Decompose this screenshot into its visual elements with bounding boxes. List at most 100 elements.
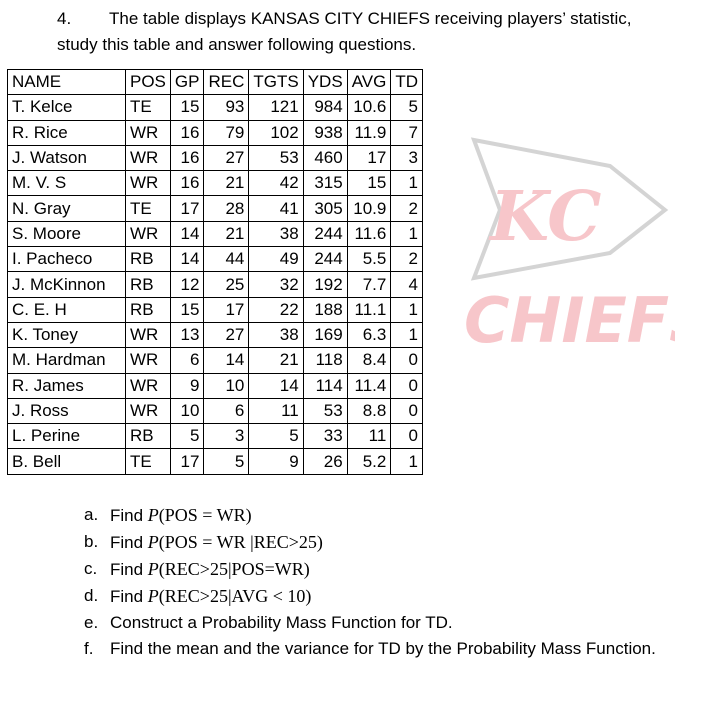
table-row: M. Hardman WR 6 14 21 118 8.4 0: [7, 347, 423, 374]
cell-yds: 938: [302, 119, 348, 146]
chiefs-logo-watermark: KC CHIEFS: [464, 137, 675, 357]
cell-tgts: 11: [248, 397, 304, 425]
cell-yds: 315: [302, 170, 348, 197]
cell-td: 1: [390, 448, 423, 475]
table-row: R. James WR 9 10 14 114 11.4 0: [7, 372, 423, 399]
sub-question-item: b. Find P(POS = WR |REC>25): [84, 529, 684, 556]
sub-question-text: Find the mean and the variance for TD by…: [110, 639, 656, 658]
cell-pos: RB: [125, 296, 171, 323]
table-row: M. V. S WR 16 21 42 315 15 1: [7, 170, 423, 197]
sub-question-text: Find P(POS = WR): [110, 505, 252, 525]
cell-td: 2: [390, 195, 423, 222]
cell-gp: 15: [169, 296, 205, 323]
cell-rec: 21: [203, 170, 250, 197]
sub-question-math: P(POS = WR |REC>25): [147, 532, 323, 552]
cell-rec: 14: [203, 347, 250, 374]
cell-name: L. Perine: [7, 423, 126, 450]
cell-avg: 11.1: [346, 296, 392, 323]
cell-rec: 93: [203, 94, 250, 121]
cell-tgts: 38: [248, 321, 304, 349]
cell-tgts: 14: [248, 372, 304, 399]
cell-name: T. Kelce: [7, 94, 126, 121]
question-number: 4.: [57, 9, 72, 28]
header-cell-yds: YDS: [302, 68, 348, 96]
cell-name: S. Moore: [7, 220, 126, 248]
header-cell-gp: GP: [169, 68, 205, 96]
cell-tgts: 49: [248, 246, 304, 273]
cell-pos: RB: [125, 246, 171, 273]
cell-gp: 17: [169, 448, 205, 475]
sub-question-text: Find P(REC>25|AVG < 10): [110, 586, 312, 606]
cell-pos: TE: [125, 94, 171, 121]
cell-rec: 10: [203, 372, 250, 399]
sub-question-math: P(POS = WR): [147, 505, 252, 525]
cell-gp: 12: [169, 271, 205, 298]
cell-name: K. Toney: [7, 321, 126, 349]
cell-name: M. Hardman: [7, 347, 126, 374]
header-cell-td: TD: [390, 68, 423, 96]
cell-name: I. Pacheco: [7, 246, 126, 273]
cell-pos: WR: [125, 321, 171, 349]
cell-pos: TE: [125, 448, 171, 475]
cell-yds: 53: [302, 397, 348, 425]
cell-yds: 118: [302, 347, 348, 374]
cell-tgts: 53: [248, 144, 304, 172]
cell-gp: 15: [169, 94, 205, 121]
cell-avg: 5.5: [346, 246, 392, 273]
cell-tgts: 9: [248, 448, 304, 475]
table-row: J. McKinnon RB 12 25 32 192 7.7 4: [7, 271, 423, 298]
cell-gp: 17: [169, 195, 205, 222]
logo-letters: KC: [488, 177, 601, 257]
cell-name: C. E. H: [7, 296, 126, 323]
cell-yds: 169: [302, 321, 348, 349]
sub-question-letter: e.: [84, 613, 99, 632]
table-row: N. Gray TE 17 28 41 305 10.9 2: [7, 195, 423, 222]
cell-rec: 17: [203, 296, 250, 323]
table-row: J. Ross WR 10 6 11 53 8.8 0: [7, 397, 423, 425]
cell-tgts: 32: [248, 271, 304, 298]
cell-gp: 14: [169, 220, 205, 248]
cell-td: 1: [390, 220, 423, 248]
cell-rec: 5: [203, 448, 250, 475]
cell-avg: 11.9: [346, 119, 392, 146]
sub-question-item: a. Find P(POS = WR): [84, 502, 684, 529]
cell-avg: 17: [346, 144, 392, 172]
header-cell-name: NAME: [7, 68, 126, 96]
cell-td: 2: [390, 246, 423, 273]
cell-yds: 244: [302, 220, 348, 248]
cell-yds: 984: [302, 94, 348, 121]
cell-td: 4: [390, 271, 423, 298]
cell-rec: 27: [203, 144, 250, 172]
sub-question-math: P(REC>25|POS=WR): [147, 559, 310, 579]
cell-rec: 21: [203, 220, 250, 248]
cell-avg: 10.9: [346, 195, 392, 222]
sub-question-item: d. Find P(REC>25|AVG < 10): [84, 583, 684, 610]
cell-pos: TE: [125, 195, 171, 222]
arrowhead-outline: [470, 137, 669, 281]
cell-pos: RB: [125, 423, 171, 450]
cell-avg: 8.8: [346, 397, 392, 425]
cell-name: J. Ross: [7, 397, 126, 425]
table-row: L. Perine RB 5 3 5 33 11 0: [7, 423, 423, 450]
cell-pos: WR: [125, 170, 171, 197]
cell-name: M. V. S: [7, 170, 126, 197]
header-cell-avg: AVG: [346, 68, 392, 96]
cell-pos: WR: [125, 397, 171, 425]
cell-yds: 460: [302, 144, 348, 172]
cell-rec: 25: [203, 271, 250, 298]
sub-question-letter: a.: [84, 505, 99, 524]
cell-avg: 7.7: [346, 271, 392, 298]
sub-question-letter: c.: [84, 559, 98, 578]
question-text-line-1: The table displays KANSAS CITY CHIEFS re…: [109, 9, 632, 28]
table-row: R. Rice WR 16 79 102 938 11.9 7: [7, 119, 423, 146]
cell-td: 5: [390, 94, 423, 121]
cell-gp: 9: [169, 372, 205, 399]
sub-question-text: Find P(REC>25|POS=WR): [110, 559, 310, 579]
cell-pos: RB: [125, 271, 171, 298]
cell-tgts: 22: [248, 296, 304, 323]
table-row: T. Kelce TE 15 93 121 984 10.6 5: [7, 94, 423, 121]
cell-avg: 10.6: [346, 94, 392, 121]
cell-yds: 188: [302, 296, 348, 323]
sub-question-text: Find P(POS = WR |REC>25): [110, 532, 323, 552]
cell-gp: 13: [169, 321, 205, 349]
